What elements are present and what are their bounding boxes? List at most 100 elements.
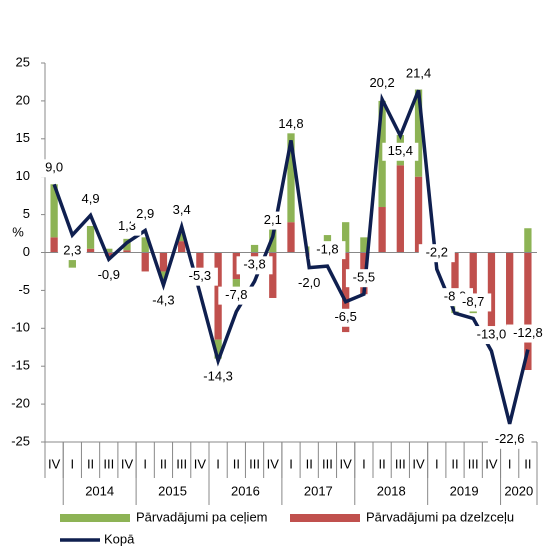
x-tick-label: II xyxy=(378,456,385,471)
bar xyxy=(378,207,386,253)
data-label-bg xyxy=(90,266,127,285)
data-label-bg xyxy=(58,242,87,261)
bar xyxy=(396,165,404,253)
x-tick-label: III xyxy=(468,456,479,471)
bar xyxy=(50,184,58,238)
data-label: -3,8 xyxy=(243,257,265,272)
legend-label: Pārvadājumi pa dzelzceļu xyxy=(366,509,514,524)
data-label: -22,6 xyxy=(495,431,525,446)
bar xyxy=(123,250,131,253)
data-label-bg xyxy=(76,190,105,209)
x-group-label: 2019 xyxy=(450,483,479,498)
x-tick-label: IV xyxy=(267,456,280,471)
data-label-bg xyxy=(506,324,544,343)
y-tick-label: 5 xyxy=(23,206,30,221)
y-tick-label: -25 xyxy=(11,433,30,448)
data-label-bg xyxy=(273,115,309,134)
bar xyxy=(378,100,386,208)
legend-label: Kopā xyxy=(104,531,135,546)
bar xyxy=(250,244,259,253)
x-group-label: 2015 xyxy=(158,483,187,498)
bar xyxy=(105,252,113,257)
bar xyxy=(86,225,95,249)
bar xyxy=(305,252,313,257)
bar xyxy=(342,222,350,253)
y-tick-label: -15 xyxy=(11,358,30,373)
x-tick-label: III xyxy=(249,456,260,471)
data-label: -6,5 xyxy=(334,309,356,324)
bar xyxy=(159,271,168,280)
x-tick-label: II xyxy=(451,456,458,471)
bar xyxy=(360,237,368,253)
x-tick-label: III xyxy=(103,456,114,471)
x-group-label: 2014 xyxy=(85,483,114,498)
data-label: -14,3 xyxy=(203,368,233,383)
data-label-bg xyxy=(218,286,255,305)
x-tick-label: I xyxy=(435,456,439,471)
y-tick-label: 10 xyxy=(16,168,30,183)
bar xyxy=(68,252,76,268)
data-label: -2,2 xyxy=(426,245,448,260)
data-label: 2,9 xyxy=(136,206,154,221)
x-tick-label: I xyxy=(289,456,293,471)
bar xyxy=(287,222,295,253)
bar xyxy=(305,246,313,253)
data-label-bg xyxy=(382,142,419,161)
bar xyxy=(214,252,222,340)
data-label-bg xyxy=(418,244,455,263)
bar xyxy=(50,237,58,253)
legend-swatch xyxy=(290,514,360,522)
y-tick-label: 20 xyxy=(16,92,30,107)
bar xyxy=(269,252,277,298)
y-tick-label: -5 xyxy=(18,282,30,297)
bar xyxy=(86,248,95,253)
bar xyxy=(487,252,496,329)
bar xyxy=(469,252,477,306)
data-label-bg xyxy=(181,267,218,286)
legend-swatch xyxy=(60,514,130,522)
x-tick-label: III xyxy=(322,456,333,471)
data-label-bg xyxy=(291,274,328,293)
x-tick-label: II xyxy=(160,456,167,471)
data-label: 9,0 xyxy=(45,160,63,175)
bar xyxy=(141,252,149,272)
x-tick-label: III xyxy=(176,456,187,471)
bar xyxy=(105,248,113,253)
data-label: -12,8 xyxy=(513,325,543,340)
data-label: -7,8 xyxy=(225,287,247,302)
bar xyxy=(232,279,240,291)
y-axis-label: % xyxy=(12,224,24,239)
y-tick-label: -20 xyxy=(11,396,30,411)
data-label-bg xyxy=(167,201,196,220)
bar xyxy=(524,252,532,370)
bar xyxy=(451,252,459,298)
x-tick-label: IV xyxy=(121,456,134,471)
data-label-bg xyxy=(487,430,532,449)
x-group-label: 2017 xyxy=(304,483,333,498)
x-tick-label: IV xyxy=(412,456,425,471)
bar xyxy=(232,252,240,280)
data-label: -0,9 xyxy=(98,267,120,282)
x-tick-label: I xyxy=(71,456,75,471)
data-label-bg xyxy=(236,256,273,275)
x-tick-label: I xyxy=(362,456,366,471)
data-label: 14,8 xyxy=(278,116,303,131)
bar xyxy=(414,176,423,253)
x-tick-label: II xyxy=(524,456,531,471)
x-tick-label: I xyxy=(216,456,220,471)
bar xyxy=(214,339,222,359)
data-label-bg xyxy=(455,293,492,312)
data-label-bg xyxy=(258,211,288,230)
x-tick-label: IV xyxy=(48,456,61,471)
bar xyxy=(287,127,295,223)
x-tick-label: II xyxy=(306,456,313,471)
data-label-bg xyxy=(130,205,160,224)
data-label: -13,0 xyxy=(477,326,507,341)
data-label: 15,4 xyxy=(388,143,413,158)
x-group-label: 2016 xyxy=(231,483,260,498)
x-tick-label: IV xyxy=(340,456,353,471)
x-group-label: 2020 xyxy=(504,483,533,498)
data-label: -2,0 xyxy=(298,275,320,290)
data-label-bg xyxy=(39,159,69,178)
bar xyxy=(159,252,168,272)
